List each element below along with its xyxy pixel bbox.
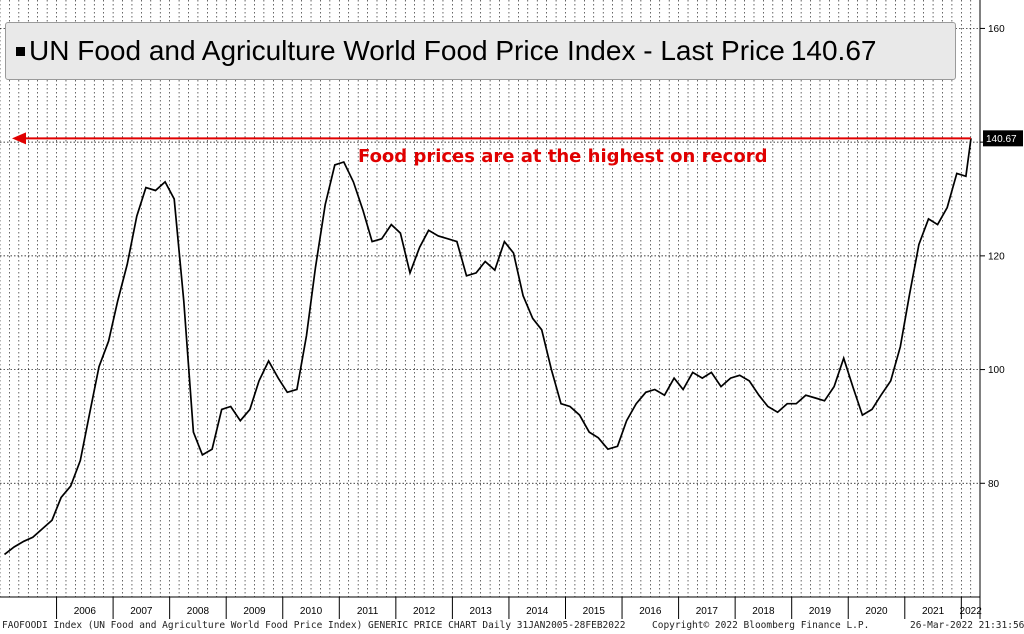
y-tick-label: 80 [988, 479, 1000, 490]
x-tick-label: 2021 [922, 606, 945, 617]
year-separators [56, 597, 962, 619]
x-tick-label: 2020 [865, 606, 888, 617]
y-tick-label: 160 [988, 24, 1005, 35]
arrow-head-icon [12, 132, 26, 145]
last-price-label: 140.67 [986, 134, 1017, 145]
x-tick-label: 2006 [74, 606, 97, 617]
chart-footer: FAOFOODI Index (UN Food and Agriculture … [0, 619, 1024, 634]
y-tick-label: 100 [988, 365, 1005, 376]
record-high-arrow [12, 132, 971, 145]
footer-timestamp: 26-Mar-2022 21:31:56 [910, 620, 1024, 631]
x-tick-label: 2017 [696, 606, 719, 617]
x-tick-label: 2022 [960, 606, 983, 617]
y-axis-ticks: 80100120140160 [980, 24, 1005, 490]
x-tick-label: 2018 [752, 606, 775, 617]
x-tick-label: 2007 [130, 606, 153, 617]
y-tick-label: 120 [988, 251, 1005, 262]
series-swatch-icon [16, 46, 25, 56]
last-price-marker: 140.67 [983, 130, 1023, 147]
footer-copyright: Copyright© 2022 Bloomberg Finance L.P. [652, 620, 870, 631]
chart-legend: UN Food and Agriculture World Food Price… [5, 22, 956, 80]
x-tick-label: 2012 [413, 606, 436, 617]
x-tick-label: 2008 [187, 606, 210, 617]
x-tick-label: 2016 [639, 606, 662, 617]
x-tick-label: 2013 [470, 606, 493, 617]
x-axis-year-labels: 2006 2007 2008 2009 2010 2011 2012 2013 2014 2015… [74, 606, 983, 617]
x-tick-label: 2015 [583, 606, 606, 617]
x-tick-label: 2009 [243, 606, 266, 617]
vertical-gridlines [0, 0, 972, 597]
price-series-line [3, 138, 972, 556]
last-price-badge [983, 130, 1023, 147]
legend-last-value: 140.67 [790, 35, 877, 66]
x-tick-label: 2010 [300, 606, 323, 617]
record-annotation: Food prices are at the highest on record [358, 146, 768, 167]
x-tick-label: 2011 [357, 606, 379, 617]
legend-title: UN Food and Agriculture World Food Price… [29, 35, 785, 66]
x-tick-label: 2019 [809, 606, 832, 617]
footer-source: FAOFOODI Index (UN Food and Agriculture … [2, 620, 626, 631]
x-tick-label: 2014 [526, 606, 549, 617]
